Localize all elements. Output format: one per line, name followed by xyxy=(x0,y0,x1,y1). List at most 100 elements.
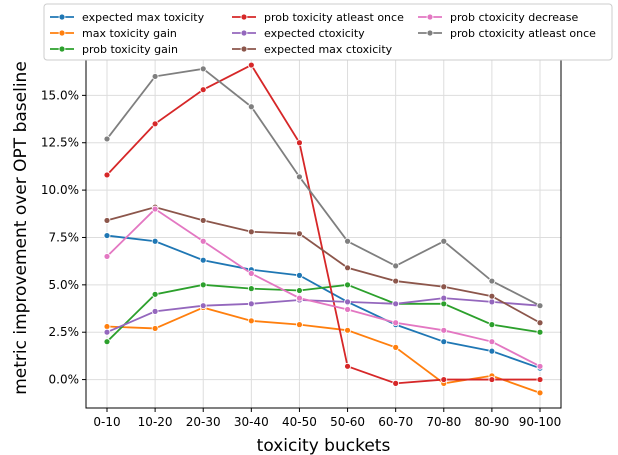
y-tick-label: 0.0% xyxy=(49,373,80,387)
data-point xyxy=(440,326,448,334)
series-line xyxy=(106,206,541,324)
legend-box xyxy=(43,3,613,61)
x-tick-label: 40-50 xyxy=(282,415,317,429)
data-point xyxy=(344,237,351,245)
data-point xyxy=(344,326,351,334)
data-point xyxy=(440,294,448,302)
data-point xyxy=(151,205,159,213)
x-axis-ticks: 0-10 10-20 20-30 30-40 40-50 50-60 60-70 70-80 8… xyxy=(93,408,561,429)
y-axis-ticks: 0.0% 2.5% 5.0% 7.5% 10.0% 12.5% 15.0% xyxy=(41,88,86,387)
legend-swatch-marker xyxy=(58,29,66,37)
x-tick-label: 10-20 xyxy=(138,415,173,429)
x-tick-label: 60-70 xyxy=(378,415,413,429)
data-point xyxy=(536,302,544,310)
data-point xyxy=(392,300,400,308)
data-point xyxy=(536,362,544,370)
plot-background xyxy=(86,48,561,408)
data-point xyxy=(392,262,400,270)
x-tick-label: 90-100 xyxy=(519,415,562,429)
x-axis-title: toxicity buckets xyxy=(257,436,391,455)
data-point xyxy=(151,325,159,332)
legend-swatch-marker xyxy=(58,13,66,21)
data-point xyxy=(103,232,111,239)
series-line xyxy=(106,207,541,368)
data-point xyxy=(247,228,255,236)
legend-label: prob ctoxicity atleast once xyxy=(450,27,596,40)
data-point xyxy=(488,321,496,329)
series-line xyxy=(106,63,540,385)
legend-label: prob toxicity gain xyxy=(82,43,178,56)
legend-swatch-marker xyxy=(240,29,248,37)
series-line xyxy=(106,283,541,343)
data-point xyxy=(344,281,351,289)
y-tick-label: 5.0% xyxy=(49,278,80,292)
y-tick-label: 2.5% xyxy=(49,325,80,339)
data-point xyxy=(344,306,351,313)
data-point xyxy=(199,302,207,310)
data-point xyxy=(344,298,351,306)
data-point xyxy=(488,277,496,285)
data-point xyxy=(151,73,159,80)
legend: expected max toxicity max toxicity gain pr… xyxy=(43,3,613,61)
data-point xyxy=(151,290,159,298)
data-point xyxy=(392,277,400,285)
data-point xyxy=(151,307,159,315)
data-point xyxy=(103,217,111,224)
data-point xyxy=(247,300,255,308)
data-point xyxy=(440,300,448,308)
data-point xyxy=(440,237,448,245)
data-point xyxy=(440,283,448,291)
y-tick-label: 10.0% xyxy=(41,183,79,197)
data-point xyxy=(440,376,448,383)
legend-label: max toxicity gain xyxy=(82,27,177,40)
legend-swatch-marker xyxy=(240,45,248,53)
data-point xyxy=(296,321,303,329)
data-point xyxy=(247,285,255,293)
data-point xyxy=(488,292,496,300)
data-point xyxy=(247,61,255,69)
series-line xyxy=(106,234,541,370)
data-point xyxy=(199,281,207,289)
x-tick-label: 50-60 xyxy=(330,415,365,429)
legend-label: prob ctoxicity decrease xyxy=(450,11,579,24)
data-point xyxy=(103,135,111,143)
y-axis-title: metric improvement over OPT baseline xyxy=(11,61,31,395)
data-point xyxy=(247,270,255,277)
data-point xyxy=(392,379,400,387)
y-tick-label: 15.0% xyxy=(41,88,79,102)
data-point xyxy=(296,139,303,147)
data-point xyxy=(296,271,303,279)
data-point xyxy=(247,317,255,325)
data-point xyxy=(103,328,111,336)
data-point xyxy=(488,376,496,383)
x-tick-label: 70-80 xyxy=(426,415,461,429)
data-point xyxy=(199,86,207,94)
data-point xyxy=(296,294,303,302)
data-point xyxy=(296,230,303,238)
legend-label: prob toxicity atleast once xyxy=(264,11,404,24)
data-point xyxy=(199,256,207,264)
y-tick-label: 7.5% xyxy=(49,230,80,244)
legend-label: expected ctoxicity xyxy=(264,27,365,40)
data-point xyxy=(103,323,111,330)
data-point xyxy=(199,237,207,245)
data-point xyxy=(536,328,544,336)
data-point xyxy=(440,338,448,346)
legend-label: expected max ctoxicity xyxy=(264,43,393,56)
series-line xyxy=(106,297,541,334)
data-point xyxy=(296,173,303,181)
data-point xyxy=(103,338,111,346)
data-point xyxy=(103,171,111,179)
series-layer xyxy=(103,61,544,397)
data-point xyxy=(536,389,544,397)
x-tick-label: 20-30 xyxy=(186,415,221,429)
series-line xyxy=(106,67,541,307)
y-tick-label: 12.5% xyxy=(41,136,79,150)
legend-swatch-marker xyxy=(58,45,66,53)
data-point xyxy=(103,253,111,260)
data-point xyxy=(488,347,496,355)
legend-swatch-marker xyxy=(426,29,434,37)
data-point xyxy=(199,217,207,224)
data-point xyxy=(488,298,496,306)
